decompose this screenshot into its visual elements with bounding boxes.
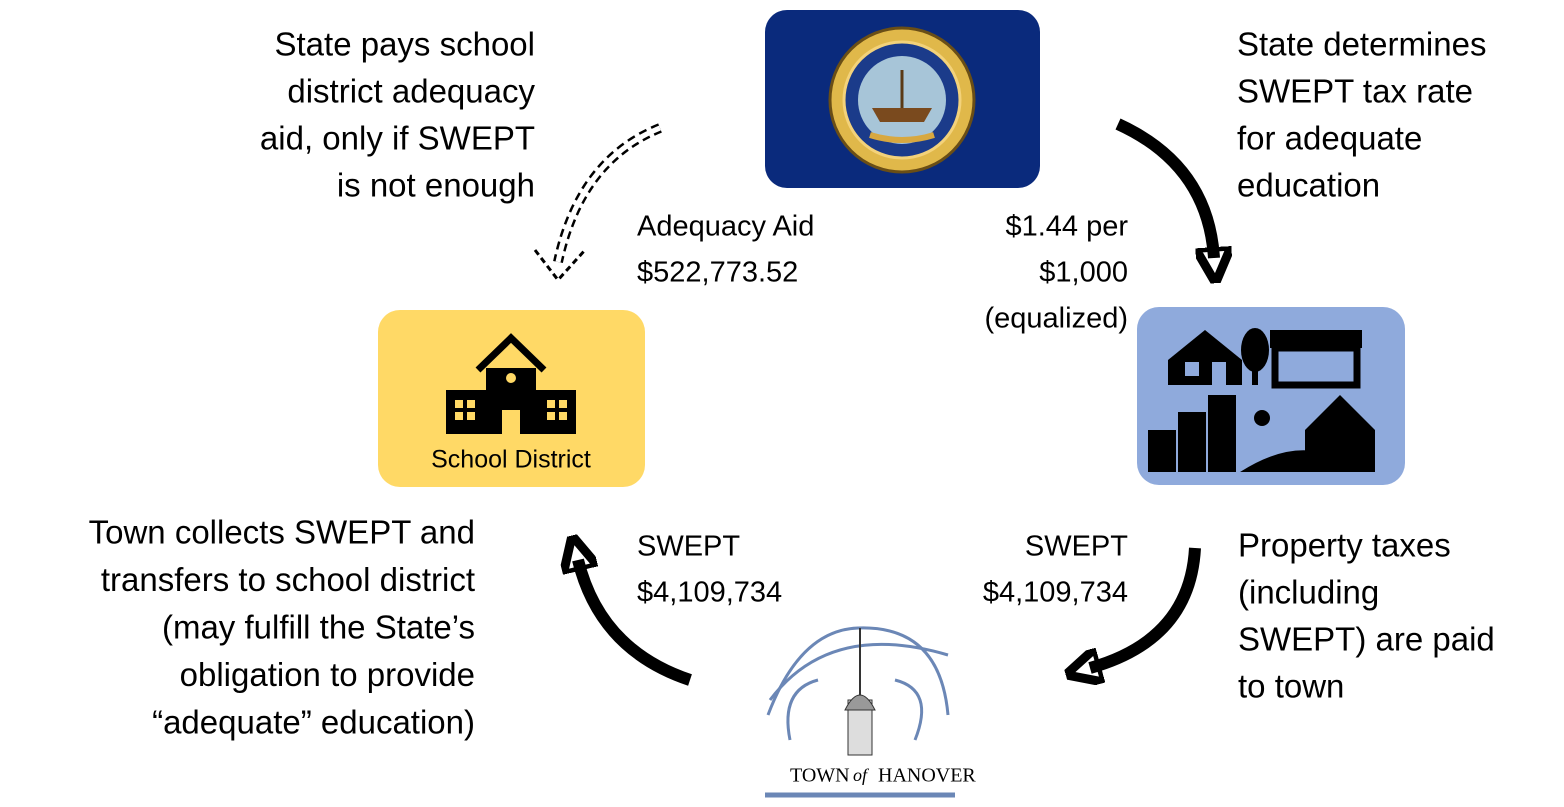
logo-text: TOWN <box>790 765 850 787</box>
flow-label: $522,773.52 <box>637 257 798 289</box>
annotation: (including <box>1238 574 1379 611</box>
annotation: to town <box>1238 668 1344 705</box>
flow-label: $1,000 <box>1039 257 1128 289</box>
node-label: School District <box>431 446 591 474</box>
logo-text: HANOVER <box>878 765 976 787</box>
flow-label: Adequacy Aid <box>637 211 814 243</box>
annotation: State determines <box>1237 26 1486 63</box>
annotation: education <box>1237 167 1380 204</box>
annotation: SWEPT tax rate <box>1237 73 1473 110</box>
arrow <box>1115 118 1214 258</box>
annotation: obligation to provide <box>180 656 475 693</box>
annotation: State pays school <box>275 26 536 63</box>
flow-label: $1.44 per <box>1005 211 1128 243</box>
flow-label: $4,109,734 <box>637 577 782 609</box>
annotation: SWEPT) are paid <box>1238 621 1495 658</box>
annotation: aid, only if SWEPT <box>260 120 535 157</box>
town-tower <box>844 628 876 756</box>
annotation: is not enough <box>337 167 535 204</box>
annotation: district adequacy <box>287 73 535 110</box>
annotation: Property taxes <box>1238 527 1451 564</box>
dashed-arrowhead <box>533 248 587 283</box>
arrow <box>578 560 692 686</box>
flow-label: (equalized) <box>985 303 1128 335</box>
school-district-node: School District <box>378 310 645 487</box>
arrow <box>1090 547 1201 668</box>
state-node <box>765 10 1040 188</box>
annotation: transfers to school district <box>101 561 475 598</box>
town-node <box>765 626 955 798</box>
property-node <box>1137 307 1405 485</box>
dashed-arrow <box>555 125 661 263</box>
annotation: “adequate” education) <box>152 704 475 741</box>
flow-label: $4,109,734 <box>983 577 1128 609</box>
flow-label: SWEPT <box>637 531 740 563</box>
texts: State pays school district adequacy aid, o… <box>89 26 1495 741</box>
annotation: Town collects SWEPT and <box>89 514 475 551</box>
logo-text: of <box>853 765 870 785</box>
annotation: for adequate <box>1237 120 1422 157</box>
flow-label: SWEPT <box>1025 531 1128 563</box>
annotation: (may fulfill the State’s <box>162 609 475 646</box>
